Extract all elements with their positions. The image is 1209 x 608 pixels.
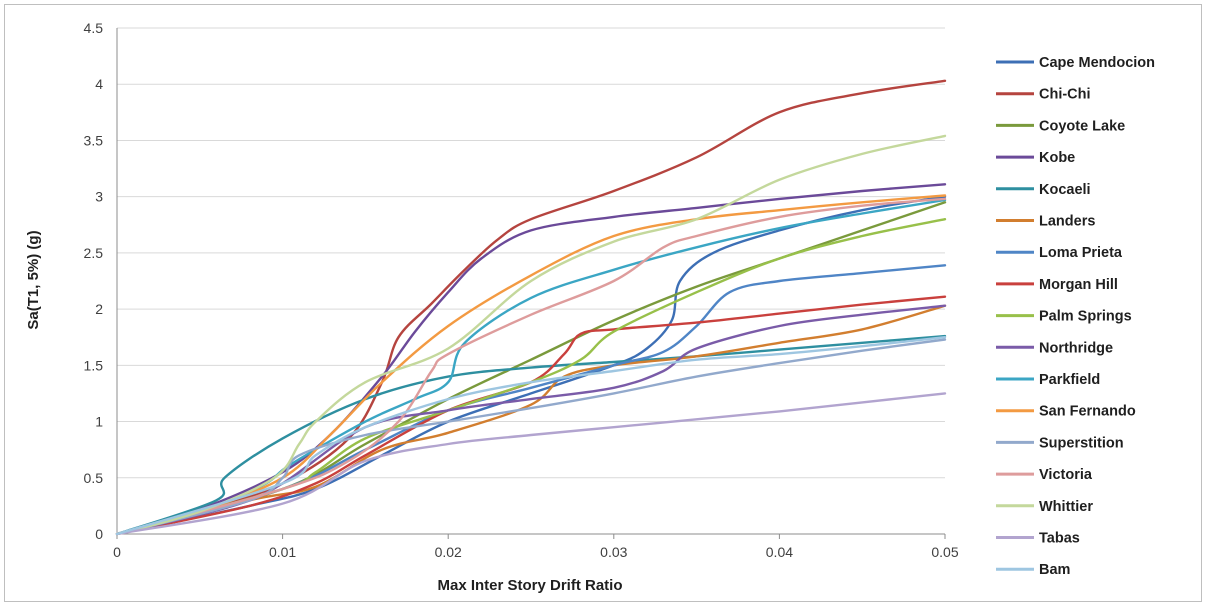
y-tick-label: 0 [95,526,103,542]
series-line-morgan-hill [115,295,947,536]
legend: Cape Mendocion Chi-Chi Coyote Lake Kobe Koca… [996,55,1155,578]
x-tick-label: 0.01 [269,544,296,560]
series-line-victoria [115,197,947,536]
legend-label: Chi-Chi [1039,87,1091,103]
legend-label: Parkfield [1039,372,1100,388]
y-tick-label: 4 [95,76,103,92]
legend-label: Loma Prieta [1039,245,1123,261]
series-line-chi-chi [115,79,947,536]
legend-label: Whittier [1039,499,1093,515]
gridlines [117,27,945,479]
legend-item-landers: Landers [996,214,1095,230]
legend-item-palm-springs: Palm Springs [996,309,1132,325]
legend-label: Cape Mendocion [1039,55,1155,71]
legend-label: Superstition [1039,435,1124,451]
y-tick-label: 1 [95,414,103,430]
legend-item-whittier: Whittier [996,499,1093,515]
x-tick-label: 0 [113,544,121,560]
legend-item-coyote-lake: Coyote Lake [996,118,1125,134]
legend-item-loma-prieta: Loma Prieta [996,245,1123,261]
legend-label: Palm Springs [1039,309,1132,325]
legend-label: Bam [1039,562,1070,578]
legend-label: San Fernando [1039,404,1136,420]
series-line-whittier [115,134,947,536]
y-tick-label: 3 [95,189,103,205]
y-tick-label: 4.5 [84,20,104,36]
legend-item-morgan-hill: Morgan Hill [996,277,1118,293]
x-tick-label: 0.05 [931,544,958,560]
x-tick-label: 0.03 [600,544,627,560]
legend-item-kobe: Kobe [996,150,1075,166]
legend-item-parkfield: Parkfield [996,372,1100,388]
axes: 0 0.5 1 1.5 2 2.5 3 3.5 4 4.5 0 0.01 0.02 0.03 0.04 0.0… [84,20,959,560]
legend-label: Kobe [1039,150,1075,166]
legend-item-cape-mendocion: Cape Mendocion [996,55,1155,71]
series-line-bam [115,336,947,536]
legend-item-kocaeli: Kocaeli [996,182,1091,198]
series-line-kocaeli [115,334,947,536]
series-line-palm-springs [115,218,947,536]
y-tick-label: 1.5 [84,357,104,373]
series-line-loma-prieta [115,264,947,536]
legend-label: Kocaeli [1039,182,1091,198]
legend-label: Coyote Lake [1039,118,1125,134]
legend-item-northridge: Northridge [996,340,1113,356]
x-axis-label: Max Inter Story Drift Ratio [437,577,622,594]
legend-label: Morgan Hill [1039,277,1118,293]
legend-item-chi-chi: Chi-Chi [996,87,1091,103]
chart-frame [4,4,1202,602]
y-tick-label: 3.5 [84,132,104,148]
legend-label: Northridge [1039,340,1113,356]
legend-item-san-fernando: San Fernando [996,404,1136,420]
x-tick-label: 0.02 [435,544,462,560]
series-line-san-fernando [115,194,947,536]
series-lines [115,79,947,536]
legend-item-victoria: Victoria [996,467,1093,483]
legend-label: Tabas [1039,531,1080,547]
legend-label: Victoria [1039,467,1093,483]
legend-item-tabas: Tabas [996,531,1080,547]
x-tick-label: 0.04 [766,544,793,560]
y-tick-label: 0.5 [84,470,104,486]
y-tick-label: 2.5 [84,245,104,261]
series-line-tabas [115,392,947,536]
legend-item-bam: Bam [996,562,1070,578]
legend-item-superstition: Superstition [996,435,1124,451]
y-axis-label: Sa(T1, 5%) (g) [25,230,42,329]
y-tick-label: 2 [95,301,103,317]
legend-label: Landers [1039,214,1095,230]
series-line-superstition [115,338,947,536]
